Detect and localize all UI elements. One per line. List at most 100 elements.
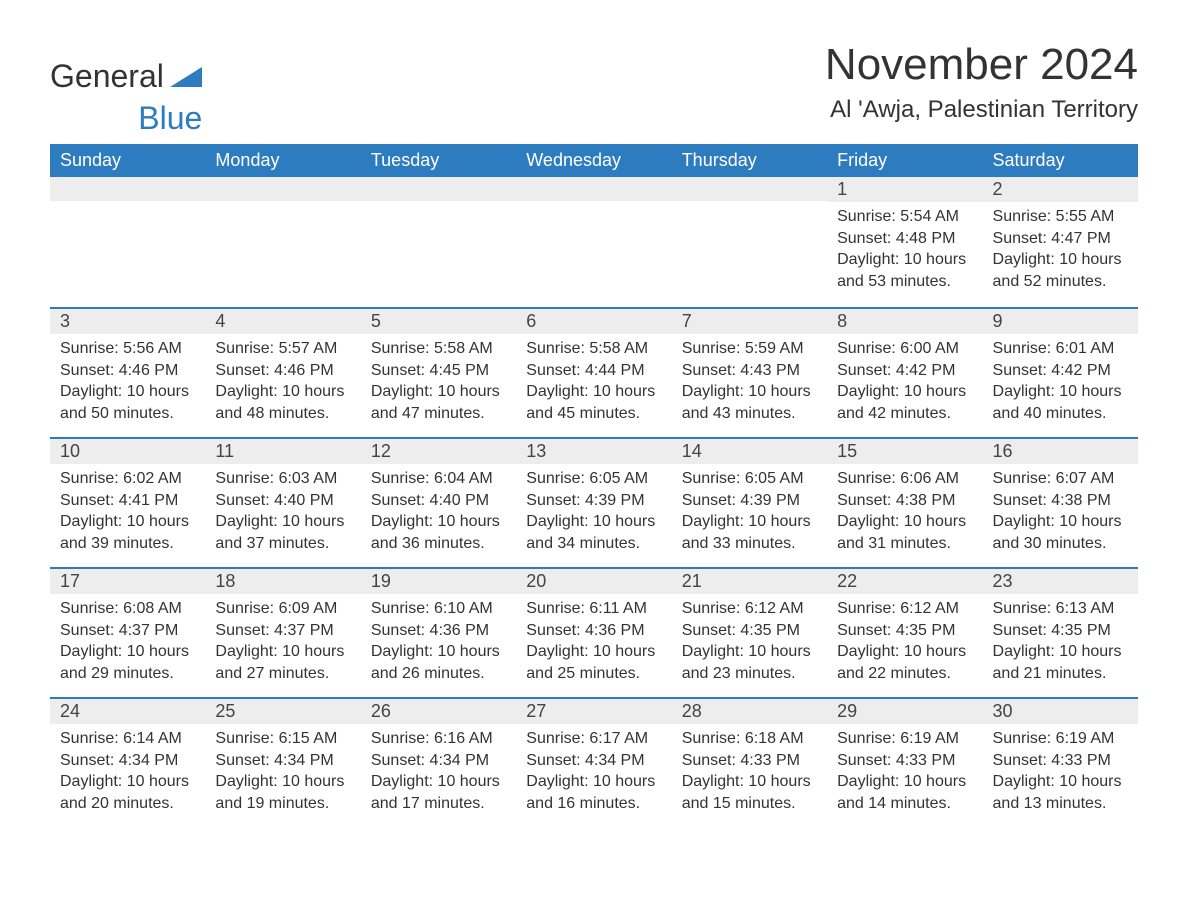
daylight-line: Daylight: 10 hours and 25 minutes. <box>526 641 661 684</box>
sunset-line: Sunset: 4:43 PM <box>682 360 817 382</box>
calendar-cell <box>205 177 360 307</box>
sunrise-line: Sunrise: 6:05 AM <box>682 468 817 490</box>
day-body: Sunrise: 5:59 AMSunset: 4:43 PMDaylight:… <box>672 334 827 434</box>
empty-day-header <box>361 177 516 201</box>
day-number: 9 <box>983 307 1138 334</box>
day-body: Sunrise: 6:11 AMSunset: 4:36 PMDaylight:… <box>516 594 671 694</box>
calendar-cell: 5Sunrise: 5:58 AMSunset: 4:45 PMDaylight… <box>361 307 516 437</box>
sunrise-line: Sunrise: 6:02 AM <box>60 468 195 490</box>
sunrise-line: Sunrise: 6:08 AM <box>60 598 195 620</box>
sunrise-line: Sunrise: 6:01 AM <box>993 338 1128 360</box>
day-number: 4 <box>205 307 360 334</box>
daylight-line: Daylight: 10 hours and 30 minutes. <box>993 511 1128 554</box>
day-number: 24 <box>50 697 205 724</box>
sunrise-line: Sunrise: 6:17 AM <box>526 728 661 750</box>
sunrise-line: Sunrise: 6:12 AM <box>682 598 817 620</box>
calendar-cell: 21Sunrise: 6:12 AMSunset: 4:35 PMDayligh… <box>672 567 827 697</box>
sunset-line: Sunset: 4:35 PM <box>682 620 817 642</box>
day-body: Sunrise: 6:04 AMSunset: 4:40 PMDaylight:… <box>361 464 516 564</box>
calendar-cell: 13Sunrise: 6:05 AMSunset: 4:39 PMDayligh… <box>516 437 671 567</box>
calendar-cell: 4Sunrise: 5:57 AMSunset: 4:46 PMDaylight… <box>205 307 360 437</box>
day-number: 2 <box>983 177 1138 202</box>
calendar-cell: 25Sunrise: 6:15 AMSunset: 4:34 PMDayligh… <box>205 697 360 827</box>
sunset-line: Sunset: 4:34 PM <box>215 750 350 772</box>
logo-general: General <box>50 58 164 94</box>
day-number: 28 <box>672 697 827 724</box>
empty-day-header <box>205 177 360 201</box>
sunset-line: Sunset: 4:40 PM <box>371 490 506 512</box>
daylight-line: Daylight: 10 hours and 48 minutes. <box>215 381 350 424</box>
sunset-line: Sunset: 4:36 PM <box>371 620 506 642</box>
sunrise-line: Sunrise: 5:59 AM <box>682 338 817 360</box>
day-body: Sunrise: 6:05 AMSunset: 4:39 PMDaylight:… <box>672 464 827 564</box>
day-number: 25 <box>205 697 360 724</box>
sunset-line: Sunset: 4:39 PM <box>526 490 661 512</box>
sunset-line: Sunset: 4:38 PM <box>993 490 1128 512</box>
sunset-line: Sunset: 4:44 PM <box>526 360 661 382</box>
sunrise-line: Sunrise: 6:06 AM <box>837 468 972 490</box>
day-body: Sunrise: 5:54 AMSunset: 4:48 PMDaylight:… <box>827 202 982 302</box>
day-number: 15 <box>827 437 982 464</box>
day-body: Sunrise: 6:07 AMSunset: 4:38 PMDaylight:… <box>983 464 1138 564</box>
calendar-body: 1Sunrise: 5:54 AMSunset: 4:48 PMDaylight… <box>50 177 1138 827</box>
day-body: Sunrise: 5:55 AMSunset: 4:47 PMDaylight:… <box>983 202 1138 302</box>
day-number: 10 <box>50 437 205 464</box>
day-number: 18 <box>205 567 360 594</box>
sunrise-line: Sunrise: 6:12 AM <box>837 598 972 620</box>
sunset-line: Sunset: 4:38 PM <box>837 490 972 512</box>
calendar-cell: 26Sunrise: 6:16 AMSunset: 4:34 PMDayligh… <box>361 697 516 827</box>
day-number: 3 <box>50 307 205 334</box>
day-body: Sunrise: 6:12 AMSunset: 4:35 PMDaylight:… <box>827 594 982 694</box>
day-body: Sunrise: 5:58 AMSunset: 4:44 PMDaylight:… <box>516 334 671 434</box>
day-number: 22 <box>827 567 982 594</box>
day-body: Sunrise: 6:03 AMSunset: 4:40 PMDaylight:… <box>205 464 360 564</box>
day-number: 16 <box>983 437 1138 464</box>
sunset-line: Sunset: 4:35 PM <box>993 620 1128 642</box>
day-body: Sunrise: 6:01 AMSunset: 4:42 PMDaylight:… <box>983 334 1138 434</box>
daylight-line: Daylight: 10 hours and 27 minutes. <box>215 641 350 684</box>
daylight-line: Daylight: 10 hours and 13 minutes. <box>993 771 1128 814</box>
weekday-header: Sunday <box>50 144 205 177</box>
logo: General Blue <box>50 60 202 134</box>
sunrise-line: Sunrise: 6:10 AM <box>371 598 506 620</box>
calendar-cell <box>361 177 516 307</box>
day-number: 14 <box>672 437 827 464</box>
calendar-table: SundayMondayTuesdayWednesdayThursdayFrid… <box>50 144 1138 827</box>
calendar-cell: 3Sunrise: 5:56 AMSunset: 4:46 PMDaylight… <box>50 307 205 437</box>
day-body: Sunrise: 6:17 AMSunset: 4:34 PMDaylight:… <box>516 724 671 824</box>
calendar-cell: 8Sunrise: 6:00 AMSunset: 4:42 PMDaylight… <box>827 307 982 437</box>
daylight-line: Daylight: 10 hours and 37 minutes. <box>215 511 350 554</box>
calendar-cell: 29Sunrise: 6:19 AMSunset: 4:33 PMDayligh… <box>827 697 982 827</box>
sunset-line: Sunset: 4:40 PM <box>215 490 350 512</box>
day-body: Sunrise: 5:57 AMSunset: 4:46 PMDaylight:… <box>205 334 360 434</box>
sunset-line: Sunset: 4:47 PM <box>993 228 1128 250</box>
daylight-line: Daylight: 10 hours and 50 minutes. <box>60 381 195 424</box>
calendar-cell: 2Sunrise: 5:55 AMSunset: 4:47 PMDaylight… <box>983 177 1138 307</box>
day-body: Sunrise: 5:56 AMSunset: 4:46 PMDaylight:… <box>50 334 205 434</box>
daylight-line: Daylight: 10 hours and 43 minutes. <box>682 381 817 424</box>
day-body: Sunrise: 6:09 AMSunset: 4:37 PMDaylight:… <box>205 594 360 694</box>
empty-day-header <box>516 177 671 201</box>
calendar-cell: 19Sunrise: 6:10 AMSunset: 4:36 PMDayligh… <box>361 567 516 697</box>
daylight-line: Daylight: 10 hours and 36 minutes. <box>371 511 506 554</box>
sunrise-line: Sunrise: 6:19 AM <box>993 728 1128 750</box>
calendar-cell: 12Sunrise: 6:04 AMSunset: 4:40 PMDayligh… <box>361 437 516 567</box>
sunset-line: Sunset: 4:45 PM <box>371 360 506 382</box>
sunset-line: Sunset: 4:46 PM <box>60 360 195 382</box>
daylight-line: Daylight: 10 hours and 15 minutes. <box>682 771 817 814</box>
sunrise-line: Sunrise: 5:55 AM <box>993 206 1128 228</box>
daylight-line: Daylight: 10 hours and 53 minutes. <box>837 249 972 292</box>
day-number: 23 <box>983 567 1138 594</box>
day-body: Sunrise: 6:06 AMSunset: 4:38 PMDaylight:… <box>827 464 982 564</box>
day-body: Sunrise: 6:08 AMSunset: 4:37 PMDaylight:… <box>50 594 205 694</box>
sunrise-line: Sunrise: 5:54 AM <box>837 206 972 228</box>
daylight-line: Daylight: 10 hours and 31 minutes. <box>837 511 972 554</box>
sunrise-line: Sunrise: 6:18 AM <box>682 728 817 750</box>
daylight-line: Daylight: 10 hours and 33 minutes. <box>682 511 817 554</box>
day-body: Sunrise: 6:16 AMSunset: 4:34 PMDaylight:… <box>361 724 516 824</box>
sunrise-line: Sunrise: 6:07 AM <box>993 468 1128 490</box>
logo-blue: Blue <box>50 102 202 134</box>
day-body: Sunrise: 6:00 AMSunset: 4:42 PMDaylight:… <box>827 334 982 434</box>
daylight-line: Daylight: 10 hours and 34 minutes. <box>526 511 661 554</box>
daylight-line: Daylight: 10 hours and 19 minutes. <box>215 771 350 814</box>
